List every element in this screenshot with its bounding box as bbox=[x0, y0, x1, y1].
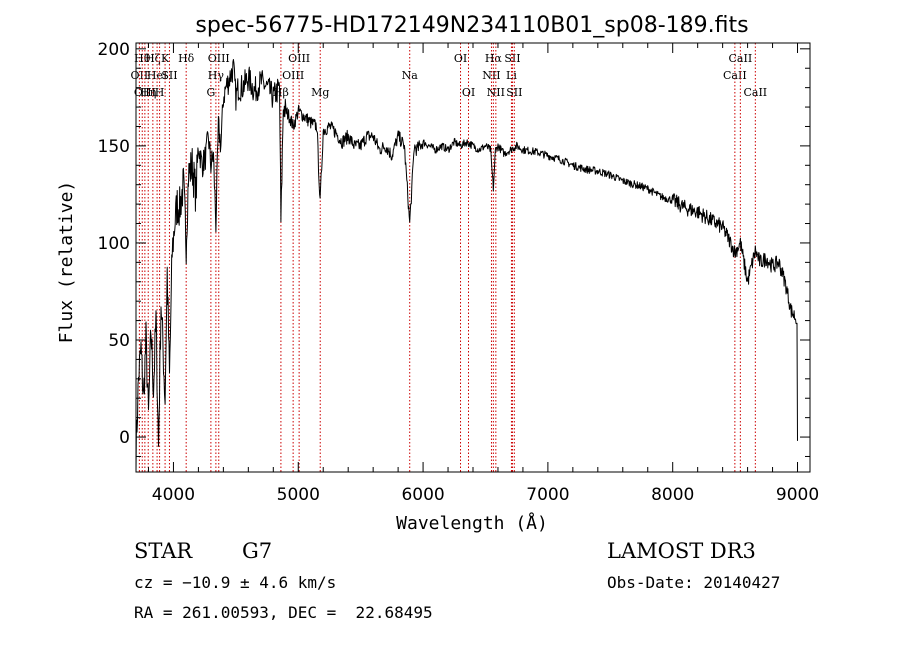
x-tick-label: 6000 bbox=[401, 485, 444, 505]
x-tick-label: 7000 bbox=[526, 485, 569, 505]
y-axis-label: Flux (relative) bbox=[56, 181, 77, 344]
line-marker-label: OI bbox=[454, 52, 467, 65]
plot-frame bbox=[135, 42, 811, 473]
line-marker-label: CaII bbox=[723, 69, 747, 82]
spectrum-series bbox=[135, 59, 798, 473]
spectrum-line bbox=[135, 59, 798, 473]
line-marker-label: OIII bbox=[282, 69, 304, 82]
y-tick-label: 200 bbox=[98, 40, 130, 60]
line-marker-label: CaII bbox=[743, 86, 767, 99]
line-marker-label: OIII bbox=[288, 52, 310, 65]
line-marker-label: Hδ bbox=[178, 52, 195, 65]
line-marker-label: SII bbox=[161, 69, 177, 82]
x-tick-label: 9000 bbox=[776, 485, 819, 505]
line-marker-label: NII bbox=[487, 86, 505, 99]
observation-date: Obs-Date: 20140427 bbox=[607, 573, 781, 592]
line-marker-label: CaII bbox=[729, 52, 753, 65]
y-tick-label: 0 bbox=[119, 428, 130, 448]
line-marker-label: NII bbox=[482, 69, 500, 82]
coordinates: RA = 261.00593, DEC = 22.68495 bbox=[134, 603, 433, 622]
line-marker-label: SII bbox=[504, 52, 520, 65]
line-marker-label: OIII bbox=[134, 86, 156, 99]
line-marker-label: SII bbox=[506, 86, 522, 99]
redshift-velocity: cz = −10.9 ± 4.6 km/s bbox=[134, 573, 337, 592]
line-marker-label: K bbox=[161, 52, 170, 65]
line-marker-label: H bbox=[155, 86, 165, 99]
chart-title: spec-56775-HD172149N234110B01_sp08-189.f… bbox=[195, 13, 748, 38]
line-marker-label: Hγ bbox=[208, 69, 225, 82]
line-marker-label: OIII bbox=[208, 52, 230, 65]
line-marker-label: Hζ bbox=[145, 52, 161, 65]
y-tick-label: 150 bbox=[98, 137, 130, 157]
y-axis-ticks: 0 50 100 150 200 bbox=[98, 40, 810, 457]
line-marker-label: Mg bbox=[311, 86, 329, 99]
x-axis-label: Wavelength (Å) bbox=[396, 512, 548, 534]
line-marker-label: HeI bbox=[147, 69, 167, 82]
y-tick-label: 50 bbox=[108, 331, 130, 351]
line-marker-label: OI bbox=[462, 86, 475, 99]
line-marker-label: Hα bbox=[485, 52, 503, 65]
x-tick-label: 5000 bbox=[277, 485, 320, 505]
line-marker-label: G bbox=[206, 86, 215, 99]
x-axis-ticks: 4000 5000 6000 7000 8000 9000 bbox=[147, 43, 819, 505]
y-tick-label: 100 bbox=[98, 234, 130, 254]
x-tick-label: 8000 bbox=[651, 485, 694, 505]
object-class: STAR bbox=[134, 539, 193, 563]
spectral-line-markers: OIIHθOIIIHηHζHeIHKSIIHδGHγOIIIHβOIIIOIII… bbox=[131, 43, 767, 472]
line-marker-label: OII bbox=[131, 69, 149, 82]
line-marker-label: Hη bbox=[140, 86, 156, 99]
line-marker-label: Na bbox=[402, 69, 419, 82]
survey-label: LAMOST DR3 bbox=[607, 539, 756, 563]
x-tick-label: 4000 bbox=[152, 485, 195, 505]
object-subclass: G7 bbox=[242, 539, 273, 563]
line-marker-label: Hθ bbox=[134, 52, 151, 65]
line-marker-label: Li bbox=[506, 69, 517, 82]
